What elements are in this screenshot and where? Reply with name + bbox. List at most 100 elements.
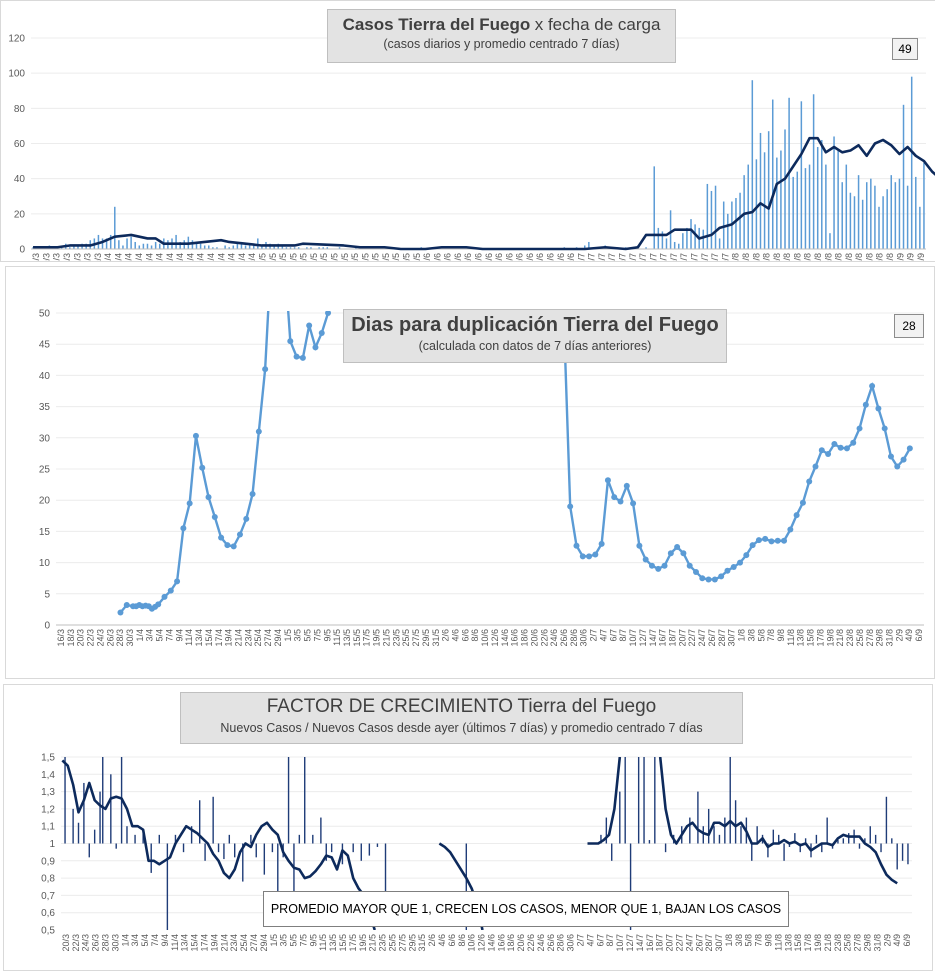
data-point: [787, 526, 794, 533]
data-point: [737, 559, 744, 566]
bar: [150, 843, 152, 873]
y-tick-label: 80: [14, 104, 26, 115]
duplicacion-chart-title-box: Dias para duplicación Tierra del Fuego (…: [343, 309, 727, 363]
y-tick-label: 0,8: [41, 874, 55, 885]
data-point: [218, 534, 225, 541]
data-point: [862, 401, 869, 408]
y-tick-label: 120: [8, 34, 25, 45]
x-tick-label: 6/9: [916, 253, 926, 261]
bar: [772, 829, 775, 844]
data-point: [774, 537, 781, 544]
x-tick-label: 2/6: [422, 253, 432, 261]
x-tick-label: 25/8: [855, 629, 865, 647]
x-tick-label: 12/7: [625, 934, 635, 952]
bar: [804, 838, 807, 844]
x-tick-label: 27/4: [237, 253, 247, 261]
data-point: [567, 503, 574, 510]
bar: [837, 840, 839, 844]
x-tick-label: 30/6: [579, 629, 589, 647]
x-tick-label: 24/7: [690, 253, 700, 261]
x-tick-label: 27/5: [397, 934, 407, 952]
x-tick-label: 2/6: [427, 934, 437, 947]
bar: [118, 240, 120, 249]
x-tick-label: 7/4: [164, 629, 174, 642]
bar: [694, 224, 696, 249]
x-tick-label: 16/6: [496, 934, 506, 952]
x-tick-label: 23/8: [844, 253, 854, 261]
x-tick-label: 22/6: [525, 253, 535, 261]
bar: [689, 817, 691, 844]
x-tick-label: 13/5: [328, 934, 338, 952]
x-tick-label: 3/5: [279, 934, 289, 947]
bar: [198, 800, 201, 844]
x-tick-label: 23/8: [833, 934, 843, 952]
bar: [686, 227, 688, 249]
x-tick-label: 12/7: [628, 253, 638, 261]
x-tick-label: 13/8: [783, 934, 793, 952]
x-tick-label: 13/5: [319, 253, 329, 261]
x-tick-label: 26/7: [707, 629, 717, 647]
data-point: [913, 267, 919, 270]
x-tick-label: 7/4: [150, 934, 160, 947]
bar: [257, 238, 259, 249]
x-tick-label: 27/4: [263, 629, 273, 647]
y-tick-label: 1,4: [41, 770, 55, 781]
bar: [891, 838, 893, 844]
x-tick-label: 16/3: [56, 629, 66, 647]
bar: [134, 241, 136, 249]
bar: [747, 164, 749, 249]
bar: [780, 150, 782, 249]
data-point: [906, 445, 913, 452]
x-tick-label: 23/5: [378, 934, 388, 952]
bar: [890, 175, 893, 249]
casos-chart-badge: 49: [892, 38, 918, 60]
bar: [248, 243, 251, 249]
x-tick-label: 21/4: [206, 253, 216, 261]
bar: [224, 245, 226, 249]
x-tick-label: 2/7: [589, 629, 599, 642]
bar: [228, 834, 231, 844]
x-tick-label: 17/4: [199, 934, 209, 952]
data-point: [743, 552, 750, 559]
bar: [114, 206, 116, 249]
bar: [880, 843, 882, 853]
bar: [304, 757, 306, 844]
x-tick-label: 9/4: [144, 253, 154, 261]
bar: [842, 838, 845, 844]
x-tick-label: 22/3: [52, 253, 62, 261]
duplication-series: [117, 267, 919, 616]
bar: [645, 247, 647, 249]
x-tick-label: 28/6: [569, 629, 579, 647]
x-tick-label: 25/5: [381, 253, 391, 261]
bar: [833, 136, 835, 249]
x-tick-label: 1/8: [724, 934, 734, 947]
data-point: [875, 405, 882, 412]
factor-chart-title-box: FACTOR DE CRECIMIENTO Tierra del Fuego N…: [180, 692, 743, 744]
x-tick-label: 9/5: [322, 629, 332, 642]
x-tick-label: 10/7: [618, 253, 628, 261]
bar: [134, 834, 136, 844]
x-tick-label: 25/4: [227, 253, 237, 261]
x-tick-label: 12/6: [474, 253, 484, 261]
x-tick-label: 15/4: [204, 629, 214, 647]
x-tick-label: 8/7: [618, 629, 628, 642]
bar: [179, 241, 181, 249]
x-tick-label: 24/6: [536, 934, 546, 952]
x-tick-label: 29/4: [273, 629, 283, 647]
bar: [718, 238, 721, 249]
bar: [755, 159, 758, 249]
data-point: [236, 531, 243, 538]
bar: [146, 243, 149, 249]
bar: [901, 843, 904, 861]
data-point: [224, 542, 231, 549]
y-tick-label: 25: [39, 465, 51, 476]
data-point: [318, 329, 325, 336]
bar: [678, 243, 680, 249]
bar: [298, 834, 301, 844]
x-tick-label: 29/5: [407, 934, 417, 952]
bar: [882, 196, 884, 249]
x-tick-label: 10/6: [467, 934, 477, 952]
x-tick-label: 18/6: [504, 253, 514, 261]
bar: [203, 245, 206, 249]
bar: [861, 199, 864, 249]
